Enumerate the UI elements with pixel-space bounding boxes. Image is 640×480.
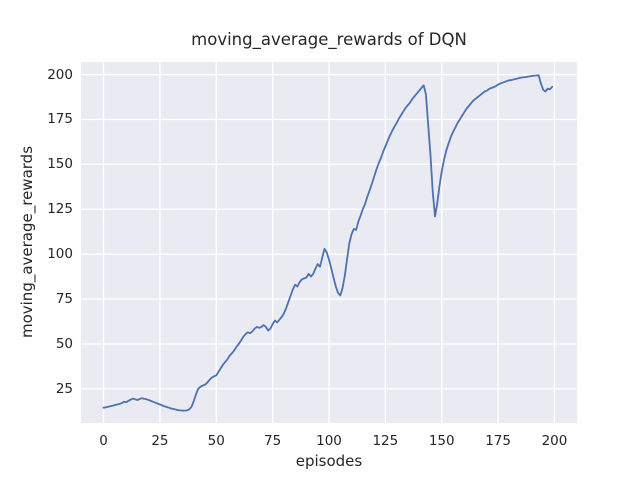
x-tick-label: 25 [151,433,169,449]
dqn-rewards-line [102,74,554,412]
x-tick-label: 50 [207,433,225,449]
grid-lines [81,62,577,423]
x-tick-label: 0 [99,433,108,449]
x-tick-label: 125 [372,433,399,449]
plot-area [81,62,577,423]
x-tick-label: 75 [264,433,282,449]
x-tick-label: 150 [428,433,455,449]
x-tick-label: 200 [541,433,568,449]
y-tick-label: 175 [47,111,73,128]
x-tick-label: 100 [316,433,342,449]
x-axis-label: episodes [295,452,363,470]
plot-canvas [81,62,577,423]
chart-title: moving_average_rewards of DQN [191,30,467,49]
y-tick-label: 200 [47,66,73,83]
y-axis-label: moving_average_rewards [18,145,36,339]
x-tick-label: 175 [485,433,511,449]
y-tick-label: 25 [55,380,73,397]
